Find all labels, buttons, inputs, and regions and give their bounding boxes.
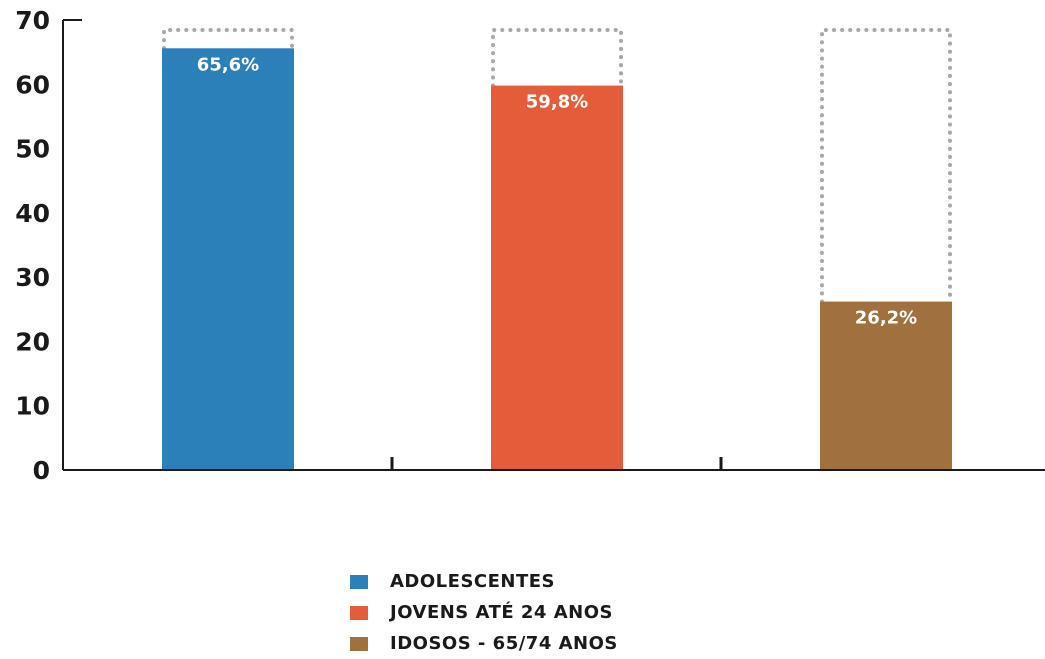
legend-label: IDOSOS - 65/74 ANOS bbox=[390, 633, 618, 654]
bar bbox=[162, 48, 294, 471]
y-tick-label: 0 bbox=[33, 456, 50, 485]
y-tick-label: 50 bbox=[15, 135, 50, 164]
legend-label: JOVENS ATÉ 24 ANOS bbox=[390, 602, 613, 623]
legend-item: JOVENS ATÉ 24 ANOS bbox=[350, 597, 618, 628]
legend: ADOLESCENTES JOVENS ATÉ 24 ANOS IDOSOS -… bbox=[350, 566, 618, 659]
legend-swatch bbox=[350, 605, 368, 620]
dotted-reference-outline bbox=[162, 28, 294, 51]
y-tick-label: 20 bbox=[15, 327, 50, 356]
bar-value-label: 26,2% bbox=[855, 308, 917, 329]
bars bbox=[162, 48, 952, 471]
bar bbox=[491, 85, 623, 471]
legend-swatch bbox=[350, 636, 368, 651]
y-tick-label: 10 bbox=[15, 392, 50, 421]
bar-value-label: 59,8% bbox=[526, 92, 588, 113]
bar bbox=[820, 301, 952, 470]
y-tick-label: 60 bbox=[15, 70, 50, 99]
value-labels: 65,6% 59,8% 26,2% bbox=[197, 54, 917, 328]
dotted-reference-outline bbox=[820, 28, 952, 304]
legend-item: IDOSOS - 65/74 ANOS bbox=[350, 628, 618, 659]
y-tick-label: 70 bbox=[15, 6, 50, 35]
legend-label: ADOLESCENTES bbox=[390, 571, 556, 592]
dotted-reference-outline bbox=[491, 28, 623, 88]
legend-swatch bbox=[350, 574, 368, 589]
bar-value-label: 65,6% bbox=[197, 54, 259, 75]
y-axis-labels: 0 10 20 30 40 50 60 70 bbox=[15, 6, 50, 485]
legend-item: ADOLESCENTES bbox=[350, 566, 618, 597]
y-tick-label: 30 bbox=[15, 263, 50, 292]
y-tick-label: 40 bbox=[15, 199, 50, 228]
dotted-reference-boxes bbox=[162, 28, 952, 304]
